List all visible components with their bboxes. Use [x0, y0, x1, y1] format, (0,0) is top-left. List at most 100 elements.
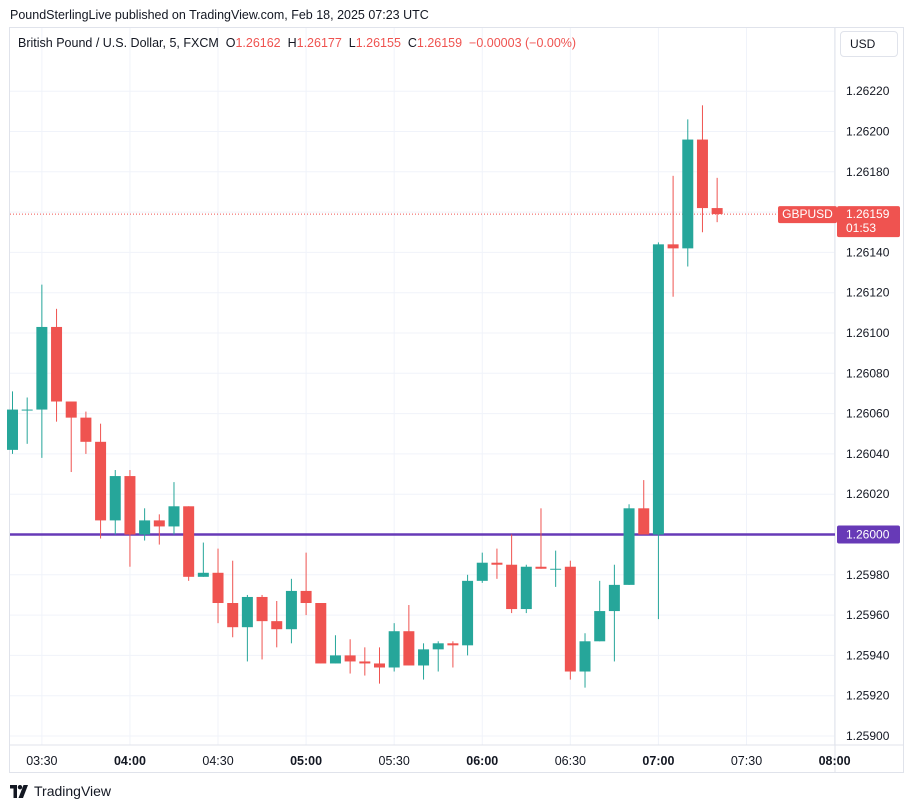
candle-body	[506, 564, 518, 610]
candle	[711, 177, 723, 223]
candle-body	[520, 566, 532, 610]
tradingview-logo-icon	[10, 784, 28, 798]
candle	[638, 480, 650, 535]
candle-body	[315, 603, 327, 664]
candle-body	[652, 244, 664, 535]
candle	[506, 534, 518, 614]
candle	[124, 470, 136, 567]
last-price-text: 1.26159	[846, 207, 890, 221]
candle-body	[432, 643, 444, 650]
tradingview-brand[interactable]: TradingView	[10, 783, 111, 799]
candle-body	[241, 596, 253, 628]
countdown-text: 01:53	[846, 221, 876, 235]
y-tick-label: 1.26020	[846, 487, 890, 501]
y-tick-label: 1.26120	[846, 286, 890, 300]
publisher-line: PoundSterlingLive published on TradingVi…	[10, 8, 429, 22]
candle-body	[550, 568, 562, 570]
candle	[623, 504, 635, 585]
ticker-tag-text: GBPUSD	[782, 207, 833, 221]
candle	[535, 508, 547, 569]
grid	[10, 28, 904, 772]
candle-body	[447, 643, 459, 646]
candle-body	[7, 409, 18, 450]
candle-body	[491, 562, 503, 565]
level-price-tag	[837, 525, 900, 544]
candle-body	[711, 208, 723, 215]
y-tick-label: 1.25920	[846, 689, 890, 703]
candle-body	[329, 655, 341, 664]
candle	[652, 242, 664, 620]
candle-body	[212, 572, 224, 604]
candle-body	[197, 572, 209, 577]
candle-body	[65, 401, 77, 418]
y-tick-label: 1.26220	[846, 84, 890, 98]
candle	[95, 423, 107, 539]
candle	[300, 552, 312, 616]
x-tick-label: 08:00	[819, 754, 851, 768]
candle-body	[564, 566, 576, 672]
candle	[285, 578, 297, 644]
candle-body	[608, 584, 620, 612]
candles	[7, 105, 723, 688]
candle-body	[535, 566, 547, 569]
legend-change: −0.00003 (−0.00%)	[469, 36, 577, 50]
candle	[212, 548, 224, 624]
candle-body	[124, 476, 136, 535]
x-tick-label: 04:30	[202, 754, 233, 768]
candle	[374, 647, 385, 684]
currency-button[interactable]: USD	[840, 31, 898, 57]
candle	[7, 391, 18, 454]
legend-low-label: L	[348, 36, 356, 50]
candle-body	[139, 520, 151, 535]
y-tick-label: 1.26040	[846, 447, 890, 461]
candle	[564, 560, 576, 680]
candle	[579, 633, 591, 688]
candle-body	[344, 655, 356, 662]
candle	[315, 603, 327, 664]
x-tick-label: 06:30	[555, 754, 586, 768]
candle	[153, 514, 165, 545]
candle	[241, 594, 253, 662]
x-tick-label: 04:00	[114, 754, 146, 768]
candle	[432, 641, 444, 672]
candle-body	[638, 508, 650, 535]
candle	[80, 411, 92, 454]
candle-body	[95, 441, 107, 521]
legend-high-label: H	[287, 36, 297, 50]
candle	[36, 284, 48, 458]
candle	[447, 641, 459, 668]
candle-body	[109, 476, 121, 521]
legend-high: 1.26177	[296, 36, 342, 50]
x-tick-label: 07:00	[642, 754, 674, 768]
legend-open: 1.26162	[235, 36, 281, 50]
legend-close-label: C	[407, 36, 417, 50]
candle-body	[374, 663, 385, 668]
level-price-text: 1.26000	[846, 528, 890, 542]
y-tick-label: 1.26200	[846, 125, 890, 139]
candle	[329, 635, 341, 664]
candle-body	[183, 506, 195, 577]
candle	[388, 623, 400, 672]
candle-body	[300, 590, 312, 604]
candle-body	[462, 580, 474, 646]
candle-body	[388, 631, 400, 668]
candle-body	[594, 611, 606, 642]
y-axis: 1.25900 1.25920 1.25940 1.25960 1.25980 1.260…	[846, 84, 890, 743]
candle-body	[36, 326, 48, 410]
candle-body	[168, 506, 180, 527]
candle-body	[271, 621, 283, 630]
candle-body	[21, 409, 33, 411]
candle	[520, 564, 532, 614]
x-tick-label: 07:30	[731, 754, 762, 768]
candle	[359, 647, 371, 676]
x-tick-label: 06:00	[466, 754, 498, 768]
candle	[696, 105, 708, 233]
candle	[197, 542, 209, 577]
brand-name: TradingView	[34, 783, 112, 799]
candle	[227, 560, 239, 638]
x-tick-label: 03:30	[26, 754, 57, 768]
candle-body	[418, 649, 430, 666]
candle	[65, 401, 77, 473]
